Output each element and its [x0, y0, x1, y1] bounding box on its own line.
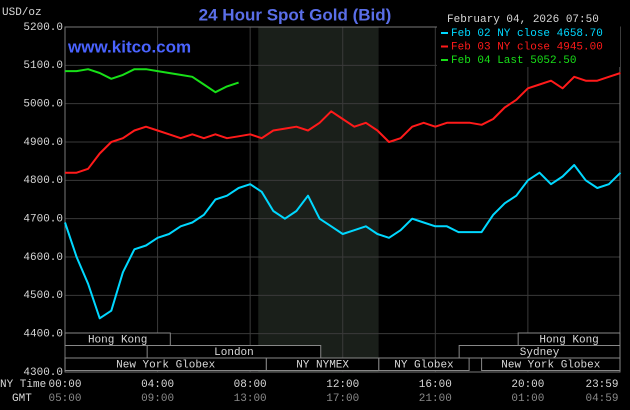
x-tick-label: 00:00 [48, 379, 81, 391]
session-label: Sydney [520, 347, 560, 359]
y-tick-label: 4500.0 [23, 290, 63, 302]
session-box [481, 357, 621, 371]
y-tick-label: 4800.0 [23, 175, 63, 187]
y-tick-label: 5200.0 [23, 22, 63, 34]
y-tick-label: 4400.0 [23, 329, 63, 341]
legend-label: Feb 02 NY close 4658.70 [451, 28, 603, 40]
session-box [378, 357, 470, 371]
session-box [64, 332, 171, 346]
x-tick-label: 23:59 [585, 379, 618, 391]
x2-tick-label: 05:00 [48, 393, 81, 405]
x2-tick-label: 09:00 [141, 393, 174, 405]
timestamp: February 04, 2026 07:50 [447, 14, 599, 26]
plot-frame [64, 26, 621, 373]
x-tick-label: 08:00 [234, 379, 267, 391]
x-axis-label: NY Time [0, 379, 46, 391]
highlight-band [258, 27, 379, 372]
y-tick-label: 4600.0 [23, 252, 63, 264]
x-tick-label: 04:00 [141, 379, 174, 391]
x2-tick-label: 17:00 [326, 393, 359, 405]
y-tick-label: 5000.0 [23, 99, 63, 111]
session-label: NY Globex [394, 359, 454, 371]
y-tick-label: 4300.0 [23, 367, 63, 379]
series-line [64, 164, 622, 320]
legend-box [437, 25, 620, 67]
session-label: NY NYMEX [296, 359, 349, 371]
legend-label: Feb 03 NY close 4945.00 [451, 41, 603, 53]
session-label: Hong Kong [539, 334, 598, 346]
series-line [65, 72, 621, 174]
x2-tick-label: 21:00 [419, 393, 452, 405]
session-label: New York Globex [501, 359, 600, 371]
y-tick-label: 4700.0 [23, 214, 63, 226]
x2-tick-label: 13:00 [234, 393, 267, 405]
x-tick-label: 12:00 [326, 379, 359, 391]
watermark: www.kitco.com [67, 37, 191, 56]
y-axis-label: USD/oz [2, 7, 42, 19]
x2-tick-label: 04:59 [585, 393, 618, 405]
y-tick-label: 4900.0 [23, 137, 63, 149]
session-label: London [214, 347, 254, 359]
x-tick-label: 20:00 [511, 379, 544, 391]
chart-title: 24 Hour Spot Gold (Bid) [199, 5, 392, 24]
x-tick-label: 16:00 [419, 379, 452, 391]
y-tick-label: 5100.0 [23, 60, 63, 72]
x2-axis-label: GMT [12, 393, 32, 405]
legend-label: Feb 04 Last 5052.50 [451, 55, 576, 67]
series-line [65, 68, 239, 94]
session-label: New York Globex [116, 359, 215, 371]
session-label: Hong Kong [88, 334, 147, 346]
x2-tick-label: 01:00 [511, 393, 544, 405]
